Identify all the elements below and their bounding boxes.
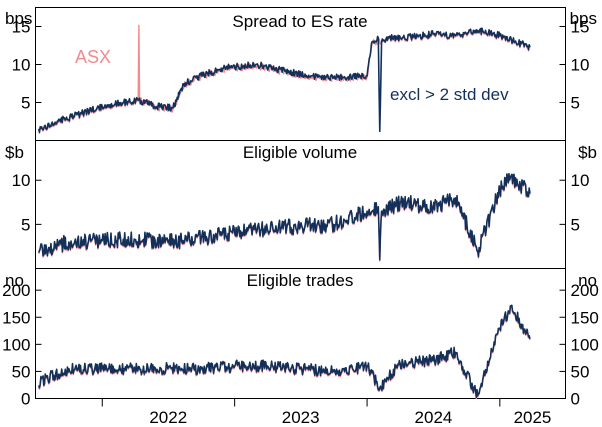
ytick-label-left: 200 bbox=[2, 281, 30, 300]
panel-spread-unit-right: bps bbox=[570, 9, 597, 28]
xtick-label: 2022 bbox=[149, 408, 187, 427]
series-line-asx bbox=[38, 174, 531, 262]
panel-trades-ticks: 0 0 50 50 100 100 150 150 200 200 bbox=[2, 281, 599, 408]
panel-spread-series bbox=[37, 24, 531, 135]
panel-volume-unit-left: $b bbox=[5, 143, 24, 162]
asx-legend-label: ASX bbox=[75, 47, 111, 67]
series-line-excl bbox=[38, 172, 531, 261]
panel-trades-unit-left: no bbox=[5, 271, 24, 290]
xtick-label: 2025 bbox=[514, 408, 552, 427]
x-axis: 2022 2023 2024 2025 bbox=[101, 398, 552, 427]
panel-spread-unit-left: bps bbox=[5, 9, 32, 28]
panel-spread-ticks: 5 5 10 10 15 15 bbox=[12, 18, 590, 113]
ytick-label-right: 15 bbox=[571, 18, 590, 37]
series-line-excl bbox=[37, 27, 531, 133]
ytick-label-right: 0 bbox=[571, 390, 580, 409]
ytick-label-right: 10 bbox=[571, 56, 590, 75]
xtick-label: 2024 bbox=[415, 408, 453, 427]
panel-trades-series bbox=[37, 304, 531, 400]
ytick-label-right: 150 bbox=[571, 308, 599, 327]
ytick-label-left: 50 bbox=[12, 362, 31, 381]
panel-volume-title: Eligible volume bbox=[243, 143, 357, 162]
panel-trades-title: Eligible trades bbox=[247, 271, 354, 290]
ytick-label-right: 50 bbox=[571, 362, 590, 381]
ytick-label-left: 5 bbox=[21, 94, 30, 113]
series-line-excl bbox=[37, 304, 531, 399]
ytick-label-left: 10 bbox=[12, 171, 31, 190]
panel-volume-unit-right: $b bbox=[578, 143, 597, 162]
ytick-label-left: 15 bbox=[12, 18, 31, 37]
panel-spread-title: Spread to ES rate bbox=[232, 12, 367, 31]
excl-legend-label: excl > 2 std dev bbox=[390, 85, 509, 104]
ytick-label-right: 100 bbox=[571, 335, 599, 354]
ytick-label-right: 10 bbox=[571, 171, 590, 190]
ytick-label-left: 150 bbox=[2, 308, 30, 327]
ytick-label-left: 10 bbox=[12, 56, 31, 75]
panel-trades: Eligible trades no no 0 0 50 50 100 100 150 150… bbox=[2, 268, 599, 409]
ytick-label-left: 5 bbox=[21, 215, 30, 234]
panel-volume-ticks: 5 5 10 10 bbox=[12, 171, 590, 234]
series-line-asx bbox=[38, 24, 531, 135]
ytick-label-right: 5 bbox=[571, 94, 580, 113]
ytick-label-left: 100 bbox=[2, 335, 30, 354]
ytick-label-right: 5 bbox=[571, 215, 580, 234]
ytick-label-left: 0 bbox=[21, 390, 30, 409]
panel-trades-frame bbox=[35, 268, 566, 399]
panel-volume-series bbox=[38, 172, 531, 262]
ytick-label-right: 200 bbox=[571, 281, 599, 300]
panel-volume: Eligible volume $b $b 5 5 10 10 bbox=[5, 140, 597, 269]
panel-spread: Spread to ES rate bps bps ASX excl > 2 s… bbox=[5, 7, 597, 141]
xtick-label: 2023 bbox=[282, 408, 320, 427]
panel-trades-unit-right: no bbox=[578, 271, 597, 290]
